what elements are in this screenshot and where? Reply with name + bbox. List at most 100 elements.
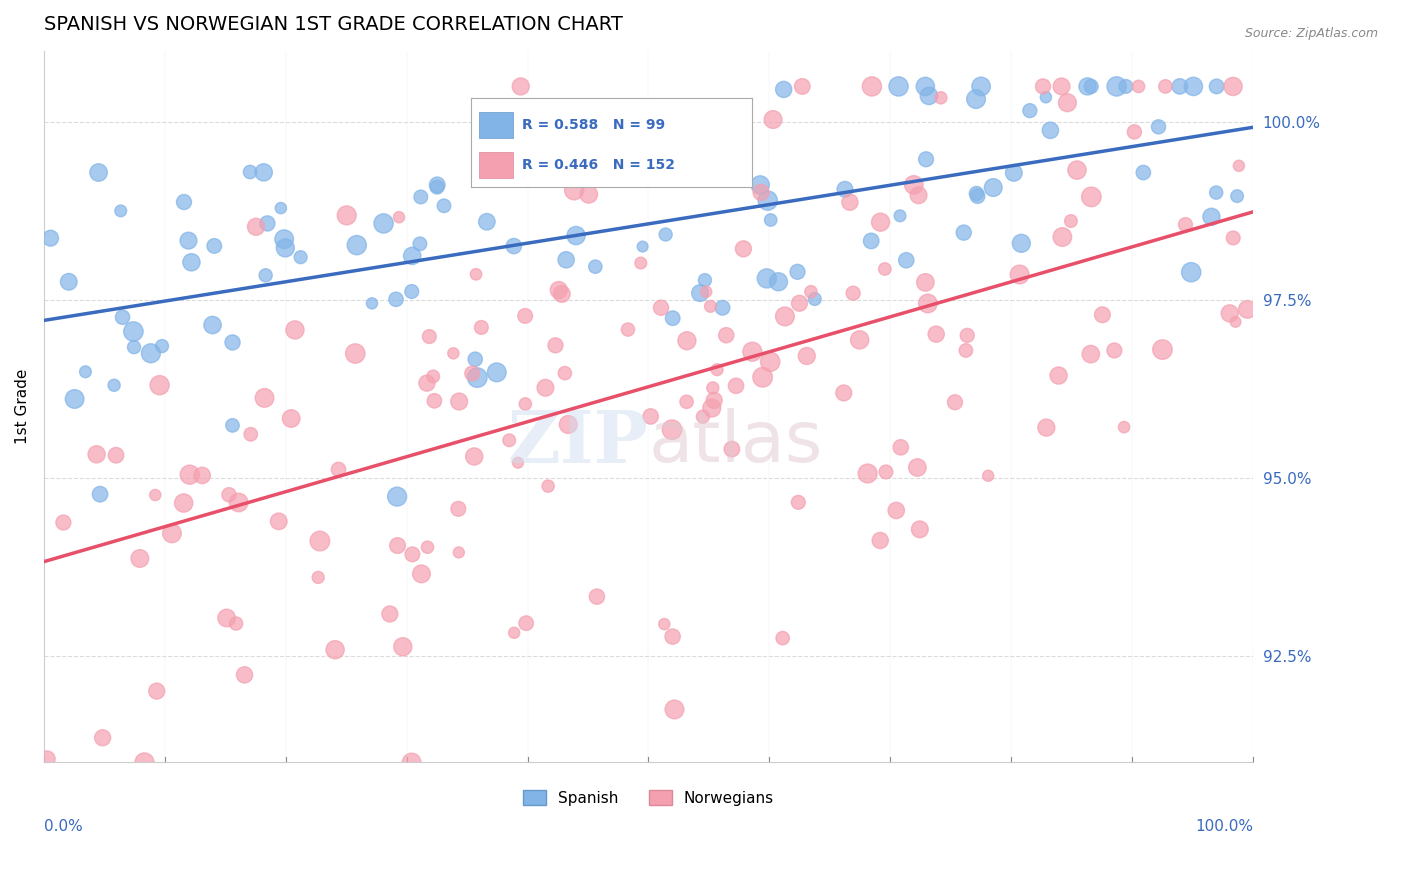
- Spanish: [58, 275, 80, 289]
- Norwegians: [328, 462, 350, 476]
- Norwegians: [787, 495, 810, 509]
- Spanish: [63, 392, 86, 406]
- Spanish: [270, 201, 292, 215]
- Norwegians: [86, 447, 108, 461]
- Norwegians: [128, 551, 150, 566]
- Spanish: [565, 228, 588, 243]
- Norwegians: [515, 309, 537, 323]
- Norwegians: [699, 299, 721, 313]
- Norwegians: [640, 409, 662, 424]
- Norwegians: [1032, 79, 1054, 94]
- Spanish: [401, 249, 423, 263]
- Norwegians: [700, 401, 723, 415]
- Norwegians: [179, 467, 201, 482]
- Spanish: [173, 194, 195, 209]
- Spanish: [583, 260, 606, 274]
- Spanish: [103, 378, 125, 392]
- Spanish: [1105, 79, 1128, 94]
- Norwegians: [544, 338, 567, 352]
- Spanish: [221, 418, 243, 433]
- Norwegians: [675, 394, 697, 409]
- Norwegians: [160, 526, 183, 541]
- Norwegians: [37, 752, 59, 766]
- Norwegians: [873, 262, 896, 277]
- Spanish: [290, 250, 312, 264]
- Spanish: [475, 215, 498, 229]
- Norwegians: [749, 186, 772, 200]
- Text: SPANISH VS NORWEGIAN 1ST GRADE CORRELATION CHART: SPANISH VS NORWEGIAN 1ST GRADE CORRELATI…: [44, 15, 623, 34]
- Norwegians: [416, 376, 439, 390]
- Norwegians: [800, 285, 823, 299]
- Spanish: [409, 190, 432, 204]
- Norwegians: [91, 731, 114, 745]
- Legend: Spanish, Norwegians: Spanish, Norwegians: [516, 783, 780, 812]
- Norwegians: [977, 468, 1000, 483]
- Spanish: [180, 255, 202, 269]
- Spanish: [202, 239, 225, 253]
- Norwegians: [461, 367, 484, 381]
- Spanish: [550, 150, 572, 164]
- Spanish: [860, 234, 883, 248]
- Norwegians: [650, 301, 672, 315]
- Norwegians: [509, 79, 531, 94]
- Spanish: [689, 286, 711, 301]
- Norwegians: [1056, 95, 1078, 110]
- Text: 0.0%: 0.0%: [44, 820, 83, 834]
- Text: R = 0.446   N = 152: R = 0.446 N = 152: [522, 158, 675, 172]
- Norwegians: [907, 188, 929, 202]
- Spanish: [485, 365, 508, 379]
- Norwegians: [692, 409, 714, 424]
- Norwegians: [773, 310, 796, 324]
- Norwegians: [388, 210, 411, 224]
- Norwegians: [1154, 79, 1177, 94]
- Norwegians: [1227, 159, 1250, 173]
- Norwegians: [498, 434, 520, 448]
- Spanish: [786, 265, 808, 279]
- Norwegians: [515, 397, 537, 411]
- Spanish: [896, 253, 918, 268]
- Spanish: [803, 292, 825, 306]
- Norwegians: [239, 427, 262, 442]
- Spanish: [409, 236, 432, 251]
- Spanish: [75, 365, 97, 379]
- Spanish: [914, 79, 936, 94]
- Norwegians: [173, 496, 195, 510]
- Text: R = 0.588   N = 99: R = 0.588 N = 99: [522, 118, 665, 132]
- Norwegians: [387, 539, 409, 553]
- Norwegians: [1174, 218, 1197, 232]
- Norwegians: [661, 630, 683, 644]
- Norwegians: [762, 112, 785, 127]
- Spanish: [772, 82, 794, 96]
- Norwegians: [1091, 308, 1114, 322]
- Norwegians: [929, 91, 952, 105]
- Norwegians: [52, 516, 75, 530]
- Spanish: [256, 216, 278, 230]
- Norwegians: [1123, 125, 1146, 139]
- Norwegians: [218, 488, 240, 502]
- Norwegians: [423, 393, 446, 408]
- Norwegians: [416, 540, 439, 554]
- Spanish: [385, 293, 408, 307]
- Spanish: [711, 301, 734, 315]
- Norwegians: [1219, 306, 1241, 320]
- Norwegians: [547, 283, 569, 297]
- Spanish: [887, 79, 910, 94]
- Norwegians: [884, 503, 907, 517]
- Norwegians: [1066, 163, 1088, 178]
- Norwegians: [534, 381, 557, 395]
- Norwegians: [832, 385, 855, 400]
- Norwegians: [441, 346, 464, 360]
- Spanish: [1039, 123, 1062, 137]
- Norwegians: [503, 625, 526, 640]
- Spanish: [966, 189, 988, 203]
- Spanish: [1180, 265, 1202, 279]
- Norwegians: [759, 355, 782, 369]
- Norwegians: [1080, 190, 1102, 204]
- Norwegians: [676, 334, 699, 348]
- Norwegians: [1050, 79, 1073, 94]
- Norwegians: [751, 370, 773, 384]
- Norwegians: [447, 501, 470, 516]
- Norwegians: [917, 296, 939, 310]
- Spanish: [952, 226, 974, 240]
- Spanish: [915, 153, 938, 167]
